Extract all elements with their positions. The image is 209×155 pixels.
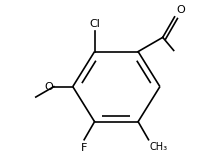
Text: CH₃: CH₃ [149,142,168,152]
Text: F: F [81,143,87,153]
Text: O: O [44,82,53,92]
Text: O: O [176,5,185,15]
Text: Cl: Cl [89,19,100,29]
